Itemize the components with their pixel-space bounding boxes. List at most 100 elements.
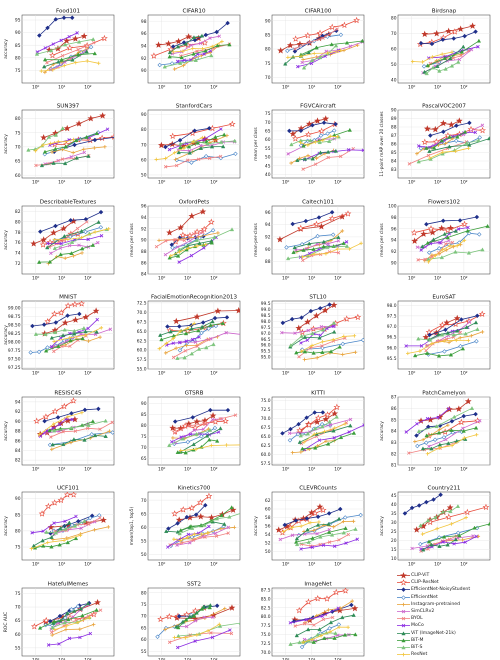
- y-tick-label: 90: [141, 112, 147, 118]
- y-tick-label: 98.00: [8, 339, 21, 345]
- y-tick-label: 50: [265, 549, 271, 555]
- series-line: [296, 527, 346, 543]
- data-point: [166, 545, 170, 549]
- data-point: [78, 635, 82, 640]
- data-point: [476, 45, 480, 49]
- data-point: [346, 148, 351, 152]
- data-point: [45, 245, 50, 250]
- data-point: [316, 503, 324, 510]
- series-line: [170, 532, 229, 546]
- panel-title: Food101: [56, 9, 81, 15]
- data-point: [187, 149, 192, 153]
- data-point: [344, 541, 348, 545]
- data-point: [30, 531, 34, 535]
- data-point: [310, 545, 314, 549]
- data-point: [442, 231, 447, 236]
- data-point: [175, 44, 181, 49]
- data-point: [202, 137, 206, 142]
- series-line: [420, 536, 477, 550]
- legend-swatch: [397, 572, 410, 579]
- series-line: [166, 336, 200, 346]
- panel-title: HatefulMemes: [48, 582, 88, 588]
- data-point: [176, 625, 181, 630]
- data-point: [199, 53, 204, 58]
- series-line: [290, 150, 334, 164]
- data-point: [467, 320, 472, 324]
- data-point: [305, 421, 313, 428]
- y-tick-label: 55.0: [137, 367, 147, 373]
- data-point: [471, 534, 475, 538]
- data-point: [164, 239, 168, 243]
- data-point: [163, 627, 167, 632]
- plot-frame: [147, 14, 241, 84]
- data-point: [322, 636, 327, 640]
- data-point: [298, 128, 304, 134]
- data-point: [313, 418, 321, 425]
- data-point: [78, 521, 84, 526]
- y-tick-label: 83: [391, 167, 397, 173]
- panel-stl10: STL1095.095.596.096.597.097.598.098.599.…: [261, 295, 365, 377]
- data-point: [207, 605, 212, 610]
- data-point: [362, 423, 364, 427]
- data-point: [433, 30, 441, 37]
- legend-swatch: [397, 630, 410, 635]
- data-point: [416, 159, 421, 164]
- data-point: [312, 426, 318, 431]
- data-point: [295, 606, 303, 614]
- data-point: [429, 41, 435, 47]
- data-point: [82, 518, 87, 523]
- data-point: [70, 397, 77, 404]
- y-tick-label: 60: [141, 525, 147, 531]
- data-point: [100, 516, 107, 523]
- x-tick-label: 10²: [210, 371, 218, 377]
- data-point: [98, 335, 102, 339]
- data-point: [351, 604, 359, 612]
- data-point: [214, 29, 219, 35]
- data-point: [446, 441, 451, 446]
- data-point: [286, 55, 290, 60]
- series-line: [429, 315, 478, 336]
- data-point: [219, 127, 223, 131]
- data-point: [423, 125, 431, 132]
- data-point: [72, 523, 78, 528]
- data-point: [338, 32, 344, 38]
- data-point: [188, 541, 192, 545]
- data-point: [474, 432, 479, 437]
- data-point: [189, 612, 194, 618]
- y-tick-label: 74: [15, 251, 21, 257]
- y-tick-label: 50: [265, 155, 271, 161]
- x-tick-label: 10²: [334, 658, 342, 660]
- data-point: [320, 339, 325, 344]
- data-point: [316, 29, 324, 37]
- data-point: [207, 524, 211, 529]
- data-point: [188, 504, 196, 511]
- panel-title: Flowers102: [428, 200, 460, 206]
- data-point: [49, 335, 54, 340]
- data-point: [453, 249, 458, 254]
- data-point: [332, 588, 340, 596]
- data-point: [65, 611, 70, 615]
- series-line: [174, 427, 216, 445]
- data-point: [212, 235, 217, 239]
- data-point: [422, 333, 430, 341]
- series-line: [418, 407, 473, 432]
- data-point: [333, 121, 338, 127]
- y-tick-label: 58: [265, 515, 271, 521]
- data-point: [298, 138, 303, 143]
- data-point: [189, 160, 194, 165]
- data-point: [37, 33, 42, 38]
- data-point: [225, 20, 230, 26]
- panel-title: GTSRB: [185, 391, 204, 397]
- y-axis-label: accuracy: [3, 230, 9, 250]
- data-point: [210, 228, 216, 233]
- data-point: [50, 442, 55, 447]
- data-point: [202, 615, 206, 620]
- data-point: [214, 603, 220, 608]
- series-line: [428, 420, 480, 447]
- y-tick-label: 84: [391, 429, 397, 435]
- data-point: [228, 604, 236, 611]
- data-point: [443, 242, 448, 246]
- data-point: [476, 138, 481, 143]
- data-point: [165, 40, 172, 47]
- data-point: [353, 16, 360, 24]
